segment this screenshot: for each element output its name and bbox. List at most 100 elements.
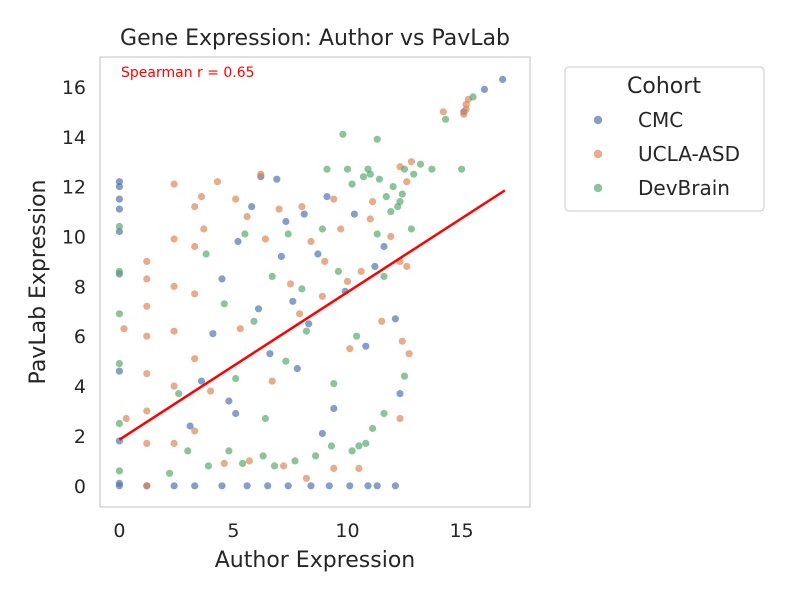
data-point <box>264 482 272 490</box>
data-point <box>416 160 425 168</box>
data-point <box>170 439 178 447</box>
data-point <box>373 135 381 143</box>
data-point <box>373 482 381 490</box>
data-point <box>353 332 361 340</box>
data-point <box>400 372 409 380</box>
data-point <box>300 210 308 218</box>
data-point <box>115 183 123 191</box>
data-point <box>458 165 466 173</box>
y-ticks: 0 2 4 6 8 10 12 14 16 <box>62 77 86 498</box>
data-point <box>197 193 206 201</box>
x-ticks: 0 5 10 15 <box>113 520 473 542</box>
data-point <box>213 178 222 186</box>
chart-title: Gene Expression: Author vs PavLab <box>120 26 510 51</box>
data-point <box>380 242 388 251</box>
data-point <box>266 350 274 358</box>
data-point <box>122 414 130 423</box>
data-point <box>225 397 233 405</box>
y-tick-label: 14 <box>62 127 86 149</box>
data-point <box>499 75 507 83</box>
data-point <box>209 330 217 338</box>
data-point <box>348 447 356 455</box>
data-point <box>407 225 415 233</box>
data-point <box>115 195 123 203</box>
data-point <box>286 280 295 288</box>
data-point <box>339 130 347 138</box>
data-point <box>236 325 244 333</box>
data-point <box>398 190 406 198</box>
data-point <box>115 205 123 213</box>
data-point <box>289 297 297 305</box>
data-point <box>115 227 123 236</box>
data-point <box>115 310 123 318</box>
legend-marker <box>593 183 603 193</box>
data-point <box>170 482 178 490</box>
data-point <box>270 462 279 470</box>
data-point <box>282 217 290 226</box>
data-point <box>330 195 338 203</box>
x-tick-label: 5 <box>227 520 239 542</box>
data-point <box>378 317 386 325</box>
series-ucla-asd <box>120 95 472 490</box>
data-point <box>170 180 178 188</box>
data-point <box>296 310 304 318</box>
data-point <box>403 262 411 270</box>
data-point <box>462 105 470 113</box>
data-point <box>275 205 283 213</box>
data-point <box>323 193 331 201</box>
data-point <box>357 267 365 275</box>
data-point <box>325 482 333 490</box>
data-point <box>330 380 338 388</box>
data-point <box>170 235 178 243</box>
data-point <box>220 459 228 467</box>
data-point <box>346 345 354 353</box>
legend-item-cmc: CMC <box>593 108 683 132</box>
data-point <box>243 482 251 490</box>
data-point <box>143 257 151 265</box>
data-point <box>391 482 399 490</box>
data-point <box>245 457 253 465</box>
legend-label: DevBrain <box>638 176 730 200</box>
data-point <box>321 257 329 265</box>
data-point <box>318 429 326 438</box>
data-point <box>369 198 377 206</box>
data-point <box>298 285 306 293</box>
data-point <box>191 203 199 211</box>
data-point <box>323 165 331 173</box>
data-point <box>362 342 370 350</box>
data-point <box>380 272 388 280</box>
data-point <box>400 165 409 173</box>
legend-label: CMC <box>638 108 683 132</box>
data-point <box>312 452 320 460</box>
data-point <box>115 222 123 231</box>
data-point <box>268 272 276 280</box>
legend-item-devbrain: DevBrain <box>593 176 730 200</box>
data-point <box>387 232 395 241</box>
data-point <box>307 237 315 246</box>
data-point <box>261 235 269 243</box>
data-point <box>170 327 178 335</box>
data-point <box>405 350 413 358</box>
data-point <box>318 225 326 233</box>
data-point <box>302 474 310 482</box>
y-tick-label: 2 <box>74 426 86 448</box>
data-point <box>143 275 151 283</box>
data-point <box>364 165 372 173</box>
data-point <box>369 424 377 433</box>
spearman-annotation: Spearman r = 0.65 <box>121 65 255 81</box>
data-point <box>480 85 488 93</box>
data-point <box>302 327 310 335</box>
data-point <box>469 93 477 101</box>
data-point <box>343 277 352 285</box>
y-tick-label: 12 <box>62 177 86 199</box>
data-point <box>259 452 267 460</box>
data-point <box>318 292 326 300</box>
data-point <box>298 203 306 211</box>
data-point <box>234 237 242 246</box>
data-point <box>254 305 263 313</box>
y-tick-label: 6 <box>74 326 86 348</box>
y-axis-label: PavLab Expression <box>26 180 51 385</box>
data-point <box>268 377 276 385</box>
data-point <box>115 479 123 487</box>
data-point <box>250 317 258 325</box>
